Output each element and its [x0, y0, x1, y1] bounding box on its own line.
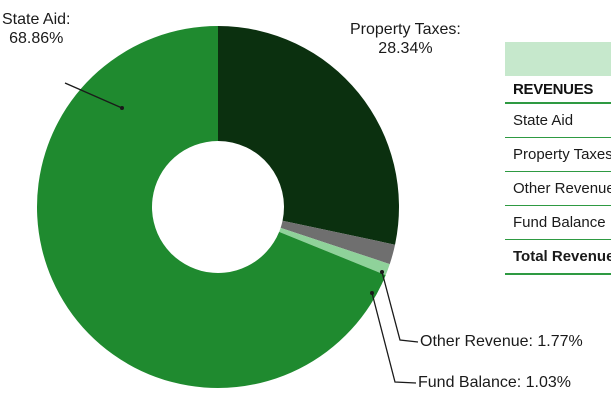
slice-other-revenue	[280, 220, 396, 265]
table-header-band	[505, 42, 611, 76]
label-property-taxes: Property Taxes: 28.34%	[350, 20, 461, 58]
label-state-aid-pct: 68.86%	[9, 30, 64, 47]
slice-fund-balance	[279, 227, 390, 276]
label-other-revenue: Other Revenue: 1.77%	[420, 333, 583, 350]
label-state-aid-name: State Aid:	[2, 11, 71, 28]
slice-property-taxes	[218, 26, 400, 245]
table-header: REVENUES	[505, 76, 611, 104]
table-row-fund-balance: Fund Balance	[505, 206, 611, 240]
table-row-other-revenue: Other Revenue	[505, 172, 611, 206]
label-property-taxes-pct: 28.34%	[378, 40, 433, 57]
table-row-total: Total Revenues	[505, 240, 611, 275]
table-row-property-taxes: Property Taxes	[505, 138, 611, 172]
revenues-table: REVENUES State Aid Property Taxes Other …	[505, 42, 611, 275]
slice-state-aid	[37, 26, 386, 388]
label-state-aid: State Aid: 68.86%	[2, 10, 71, 48]
table-row-state-aid: State Aid	[505, 104, 611, 138]
label-property-taxes-name: Property Taxes:	[350, 21, 461, 38]
label-fund-balance: Fund Balance: 1.03%	[418, 374, 571, 391]
